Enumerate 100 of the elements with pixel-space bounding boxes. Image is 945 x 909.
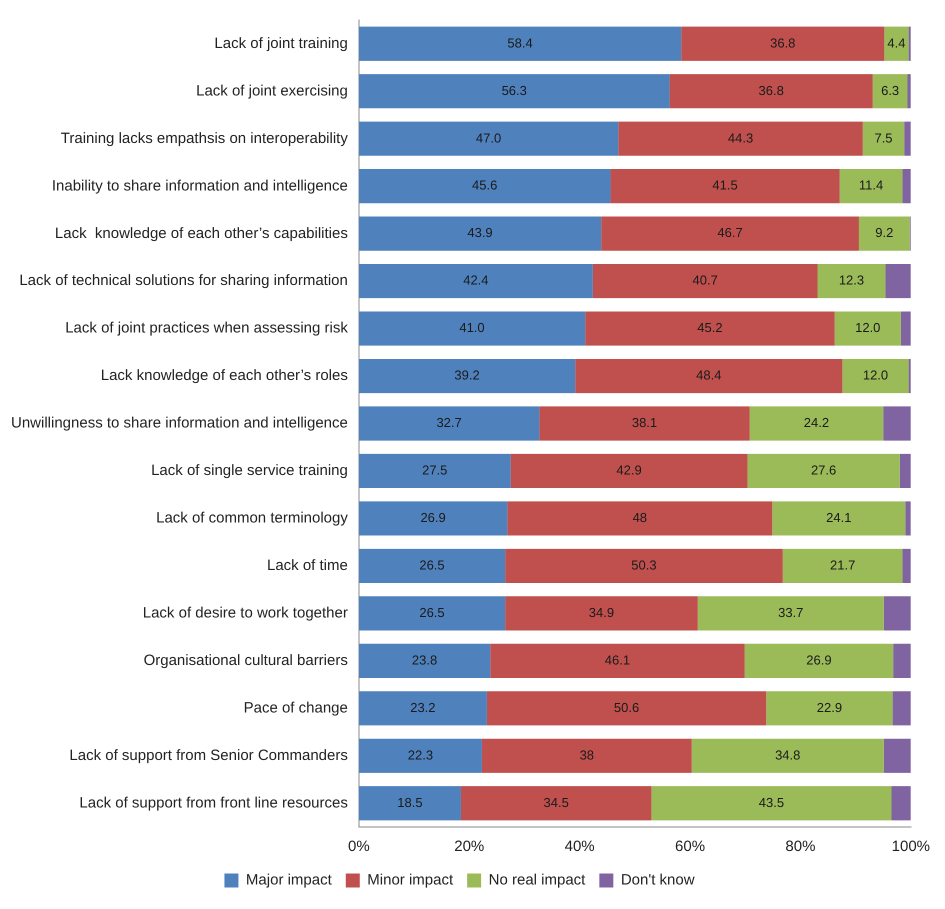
legend-label: Minor impact xyxy=(367,872,454,889)
data-label: 42.9 xyxy=(616,462,642,478)
bar xyxy=(905,501,911,536)
data-label: 26.5 xyxy=(419,604,445,620)
bar xyxy=(892,691,911,726)
bar xyxy=(834,311,901,346)
bar xyxy=(766,691,893,726)
data-label: 12.0 xyxy=(862,368,888,383)
bar xyxy=(884,596,911,630)
data-label: 58.4 xyxy=(507,35,533,50)
bar xyxy=(840,169,903,204)
x-tick-label: 60% xyxy=(675,838,706,856)
data-label: 24.2 xyxy=(804,415,830,430)
data-label: 48 xyxy=(632,510,648,526)
y-tick-label: Lack knowledge of each other’s roles xyxy=(100,367,348,384)
y-tick-label: Lack of technical solutions for sharing information xyxy=(19,272,348,290)
bar xyxy=(358,74,670,108)
bar xyxy=(692,738,884,773)
bar xyxy=(818,264,886,298)
bar xyxy=(610,169,840,204)
bar xyxy=(744,644,894,678)
y-tick-label: Lack of common terminology xyxy=(156,510,348,527)
bar xyxy=(872,74,908,108)
x-tick-label: 100% xyxy=(892,838,930,856)
bar xyxy=(883,406,911,441)
x-tick-label: 80% xyxy=(785,838,816,856)
data-label: 12.0 xyxy=(855,320,880,336)
bar xyxy=(358,501,508,536)
bar xyxy=(539,406,750,441)
y-tick-label: Inability to share information and intelligence xyxy=(52,177,348,194)
bar xyxy=(904,122,911,156)
bar xyxy=(651,786,892,820)
bar xyxy=(772,501,906,536)
bar xyxy=(592,264,818,298)
y-tick-label: Lack knowledge of each other’s capabilities xyxy=(54,224,348,242)
bar xyxy=(884,26,909,61)
data-label: 18.5 xyxy=(397,794,423,810)
y-tick-label: Lack of desire to work together xyxy=(142,604,348,622)
bar xyxy=(893,644,911,678)
data-label: 23.8 xyxy=(412,652,438,668)
y-tick-label: Training lacks empathsis on interoperability xyxy=(60,130,348,147)
data-label: 33.7 xyxy=(778,604,804,620)
bar xyxy=(885,264,911,298)
bar xyxy=(601,216,859,251)
data-label: 9.2 xyxy=(875,225,894,240)
y-tick-label: Pace of change xyxy=(244,699,348,716)
y-tick-label: Lack of joint exercising xyxy=(196,82,348,100)
bar xyxy=(902,169,911,204)
data-label: 22.3 xyxy=(408,747,434,762)
bar xyxy=(862,122,904,156)
bar xyxy=(505,596,698,630)
bar xyxy=(358,264,593,298)
data-label: 46.7 xyxy=(717,225,743,240)
bar xyxy=(358,169,611,204)
data-label: 40.7 xyxy=(692,272,718,288)
y-tick-label: Lack of joint practices when assessing risk xyxy=(65,320,348,337)
bar xyxy=(358,122,618,156)
bar xyxy=(782,548,903,583)
data-label: 12.3 xyxy=(838,272,864,288)
x-tick-label: 20% xyxy=(454,838,484,856)
data-label: 45.6 xyxy=(472,178,498,193)
data-label: 34.8 xyxy=(775,747,800,762)
data-label: 11.4 xyxy=(858,178,884,193)
bar xyxy=(486,691,766,726)
y-tick-label: Lack of joint training xyxy=(214,34,348,52)
data-label: 34.5 xyxy=(544,794,569,810)
bar xyxy=(747,454,900,488)
bar xyxy=(900,311,911,346)
bar xyxy=(698,596,884,630)
data-label: 42.4 xyxy=(463,272,489,288)
bar xyxy=(358,216,602,251)
data-label: 50.3 xyxy=(631,557,657,572)
bar xyxy=(505,548,783,583)
bar xyxy=(507,501,772,536)
data-label: 41.0 xyxy=(459,320,485,336)
data-label: 7.5 xyxy=(874,130,893,146)
bar xyxy=(358,786,461,820)
data-label: 27.6 xyxy=(810,462,836,478)
bar xyxy=(858,216,910,251)
data-label: 22.9 xyxy=(816,700,842,715)
data-label: 23.2 xyxy=(410,700,436,715)
legend-label: Don't know xyxy=(620,872,695,889)
bar xyxy=(358,738,482,773)
x-tick-label: 40% xyxy=(564,838,595,856)
data-label: 27.5 xyxy=(422,462,448,478)
data-label: 36.8 xyxy=(758,82,784,98)
data-label: 6.3 xyxy=(881,82,900,98)
bar xyxy=(358,406,540,441)
data-label: 43.9 xyxy=(467,225,493,240)
bar xyxy=(490,644,745,678)
bar xyxy=(902,548,911,583)
bar xyxy=(358,548,506,583)
data-label: 32.7 xyxy=(436,415,462,430)
data-label: 24.1 xyxy=(826,510,852,526)
bar xyxy=(908,74,911,108)
bar xyxy=(670,74,873,108)
data-label: 4.4 xyxy=(887,35,906,50)
data-label: 56.3 xyxy=(502,82,527,98)
bar xyxy=(358,454,511,488)
data-label: 39.2 xyxy=(454,368,480,383)
